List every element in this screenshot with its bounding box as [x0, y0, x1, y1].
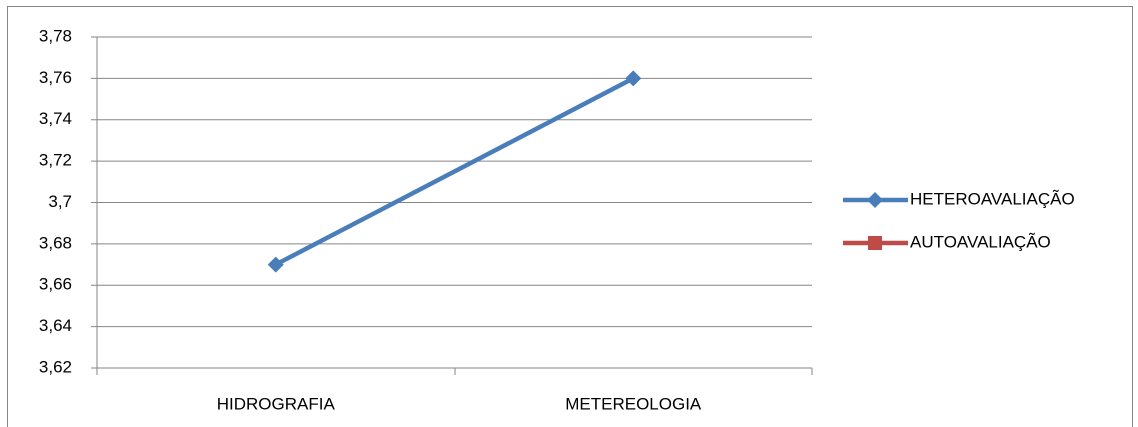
y-tick-label: 3,7	[48, 192, 72, 211]
y-tick-label: 3,64	[39, 316, 72, 335]
x-tick-label: METEREOLOGIA	[565, 394, 702, 413]
legend-marker	[868, 236, 882, 250]
chart-border	[7, 6, 1133, 427]
y-tick-label: 3,78	[39, 26, 72, 45]
y-tick-label: 3,68	[39, 233, 72, 252]
series-line	[274, 76, 635, 267]
data-point	[625, 70, 642, 87]
legend-label: AUTOAVALIAÇÃO	[910, 232, 1051, 251]
y-tick-label: 3,76	[39, 68, 72, 87]
data-point	[267, 256, 284, 273]
y-tick-label: 3,72	[39, 151, 72, 170]
legend-label: HETEROAVALIAÇÃO	[910, 189, 1075, 208]
y-tick-label: 3,66	[39, 275, 72, 294]
y-tick-label: 3,74	[39, 109, 72, 128]
x-tick-label: HIDROGRAFIA	[217, 394, 336, 413]
y-tick-label: 3,62	[39, 357, 72, 376]
legend-marker	[867, 192, 883, 208]
